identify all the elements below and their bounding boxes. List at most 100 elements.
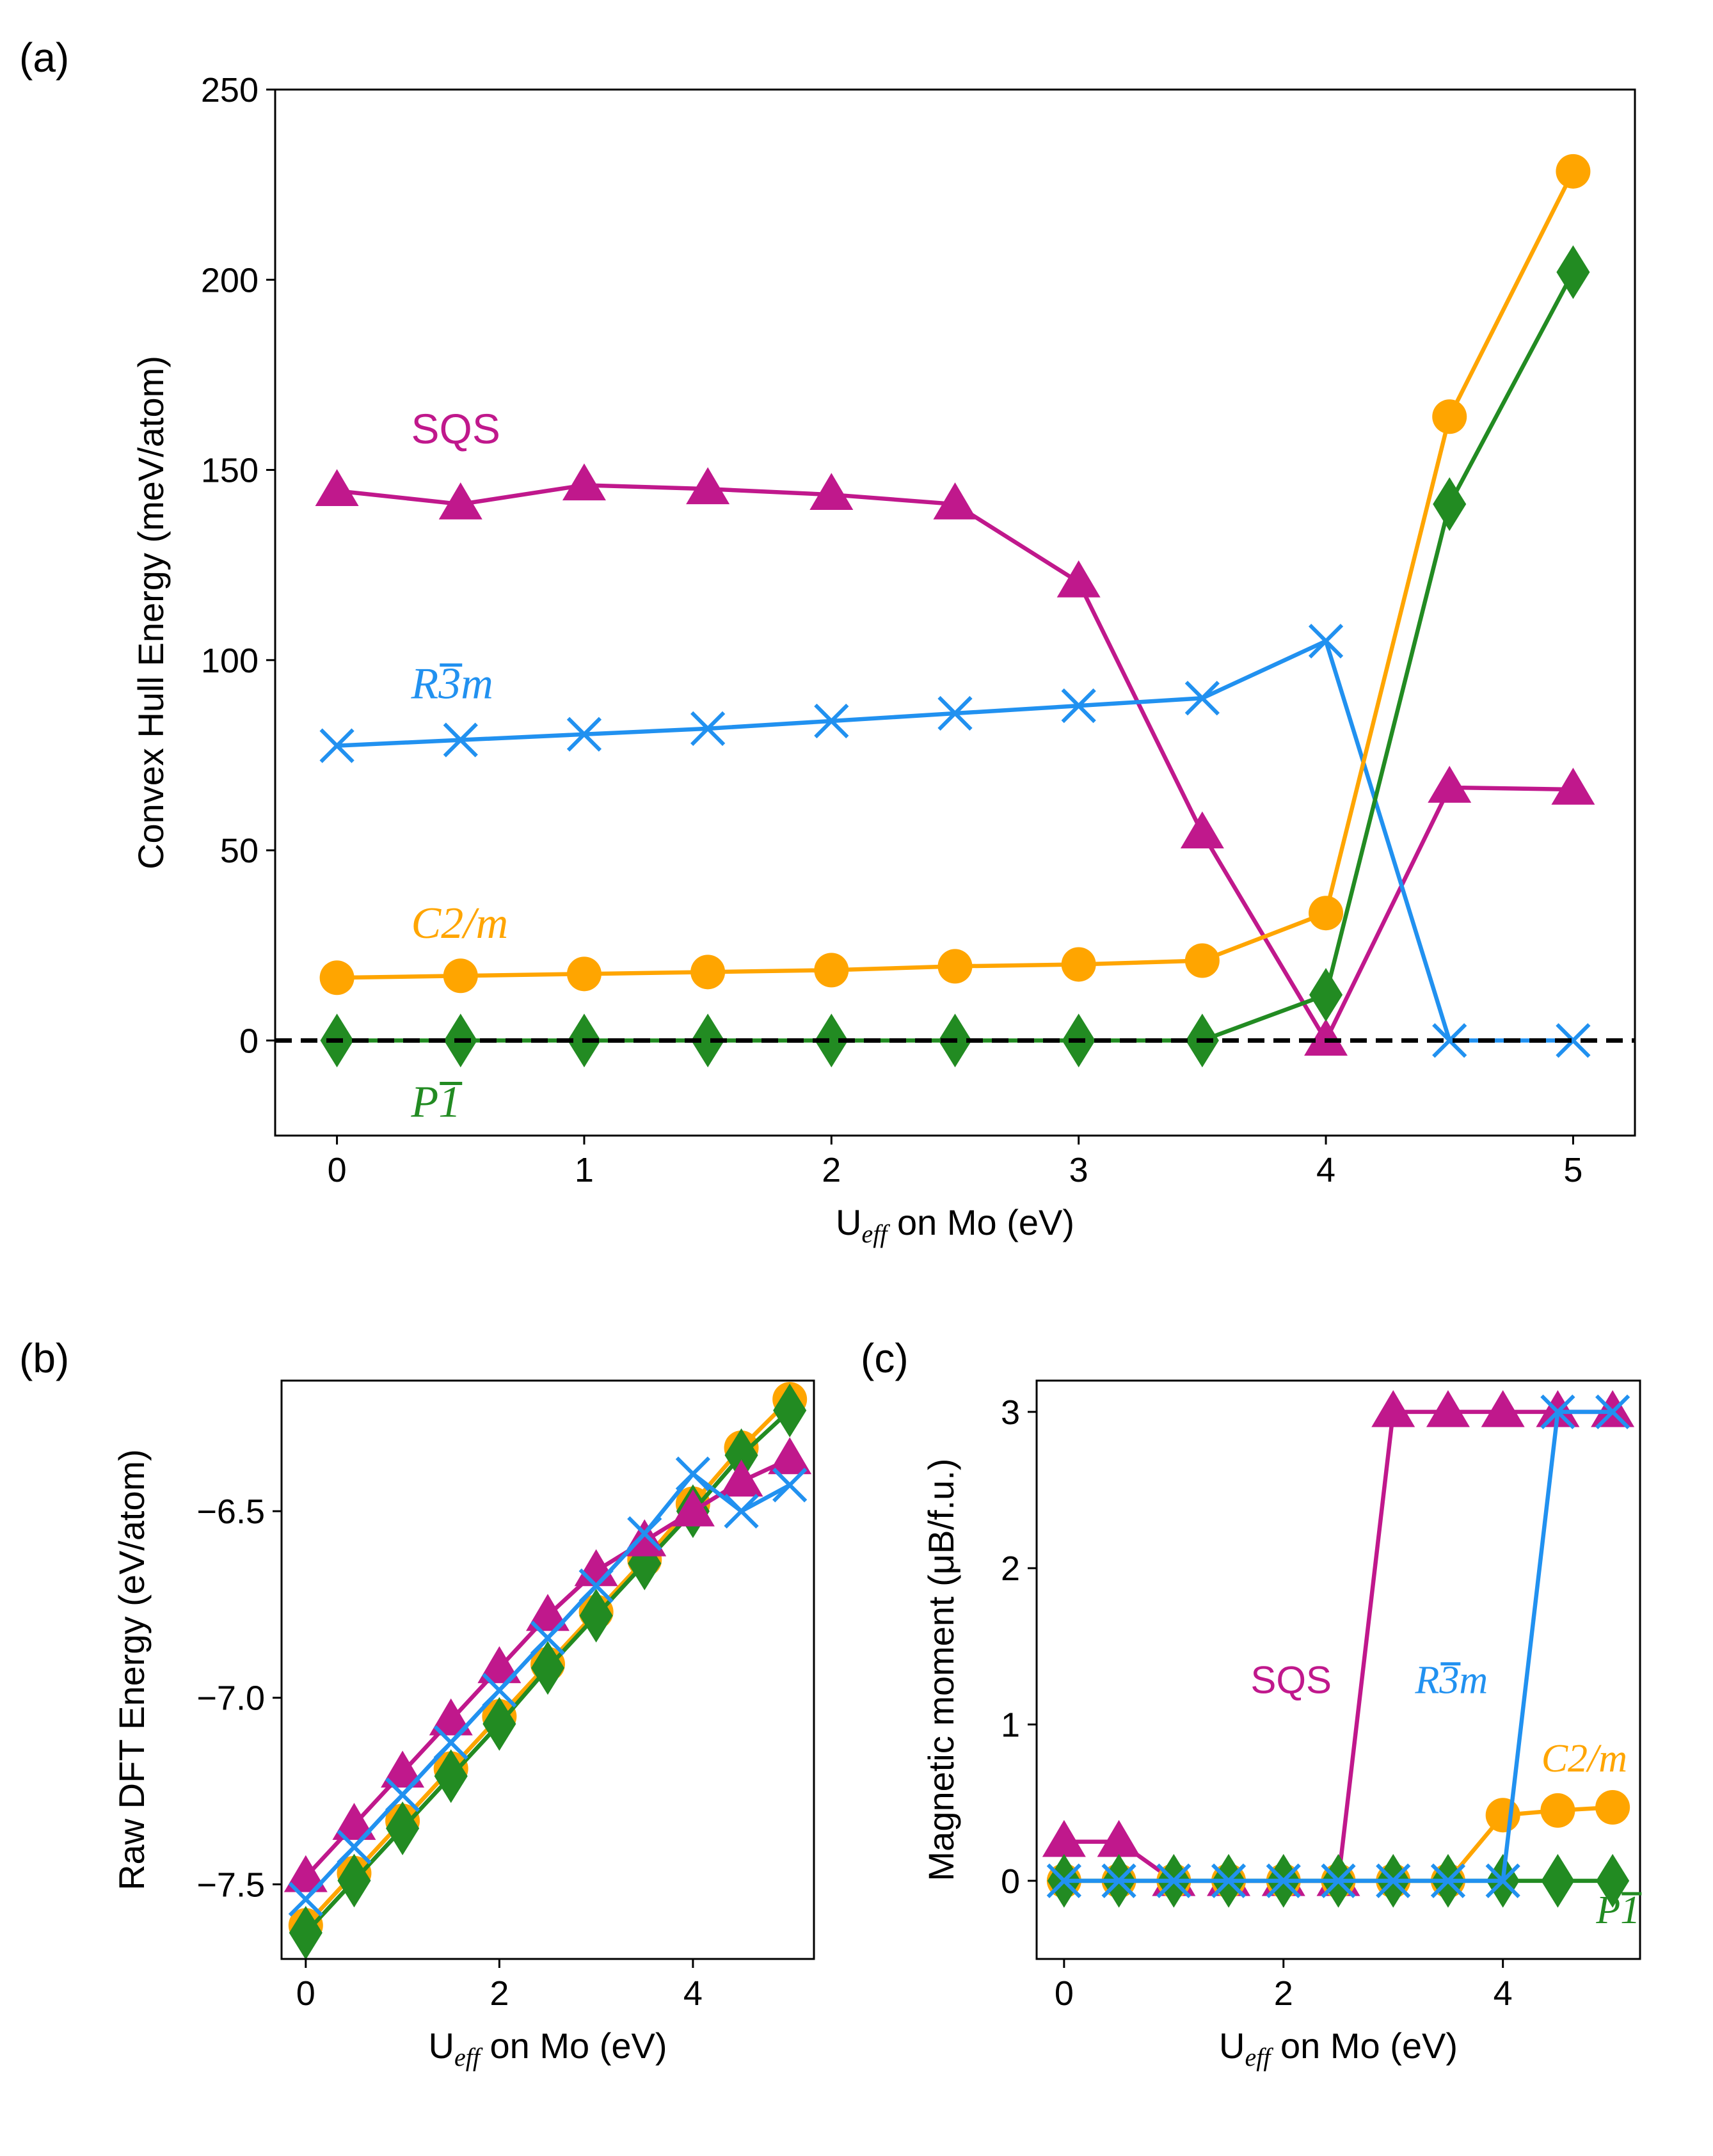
panel-b: (b) 0 2 4 −7.5 −7.0 −6.5 Ueff on Mo (eV) Raw DFT… [19, 1335, 815, 2072]
data-point-P1 [1541, 1853, 1575, 1908]
data-point-C2m [319, 960, 355, 995]
data-point-R3m [1184, 681, 1220, 716]
data-point-R3m [1211, 1863, 1247, 1898]
data-point-C2m [1309, 896, 1344, 931]
data-point-R3m [1156, 1863, 1191, 1898]
series-label-C2m: C2/m [1542, 1737, 1627, 1780]
data-point-R3m [288, 1882, 323, 1917]
data-point-R3m [1321, 1863, 1356, 1898]
data-point-C2m [443, 958, 478, 994]
data-point-C2m [690, 955, 726, 990]
y-axis-label: Convex Hull Energy (meV/atom) [131, 356, 171, 869]
data-point-R3m [1101, 1863, 1136, 1898]
data-point-R3m [443, 722, 478, 757]
data-point-R3m [1308, 623, 1344, 659]
data-point-SQS [1591, 1390, 1635, 1427]
x-tick-label: 4 [683, 1974, 703, 2013]
data-point-SQS [1536, 1390, 1580, 1427]
data-point-R3m [690, 711, 726, 746]
data-point-P1 [691, 1013, 725, 1068]
data-point-R3m [1266, 1863, 1301, 1898]
data-point-C2m [1556, 154, 1591, 189]
data-point-SQS [719, 1459, 763, 1497]
data-point-SQS [768, 1437, 812, 1475]
x-tick-label: 3 [1069, 1151, 1088, 1189]
axes-frame [1035, 1379, 1641, 1960]
plot-area [1042, 1390, 1635, 1908]
data-point-SQS [332, 1803, 376, 1840]
data-point-SQS [526, 1594, 570, 1631]
data-point-SQS [1426, 1390, 1470, 1427]
data-point-R3m [578, 1568, 614, 1603]
y-tick-label: −6.5 [196, 1493, 265, 1531]
x-tick-label: 2 [822, 1151, 841, 1189]
data-point-C2m [1540, 1793, 1575, 1828]
series-R3m [1046, 1394, 1630, 1898]
plot-area [275, 154, 1635, 1068]
plot-area [283, 1382, 812, 1959]
data-point-SQS [381, 1750, 425, 1788]
data-point-R3m [675, 1456, 711, 1491]
series-label-SQS: SQS [411, 405, 500, 452]
data-point-P1 [1596, 1853, 1630, 1908]
data-point-P1 [1433, 477, 1467, 532]
data-point-P1 [530, 1641, 565, 1695]
series-label-R3m: R3m [1415, 1659, 1488, 1702]
x-tick-label: 2 [490, 1974, 509, 2013]
series-label-R3m: R3m [411, 659, 493, 708]
data-point-C2m [1432, 399, 1467, 434]
data-point-R3m [937, 695, 973, 731]
data-point-R3m [1376, 1863, 1411, 1898]
x-axis-label: Ueff on Mo (eV) [1219, 2025, 1458, 2072]
data-point-SQS [1097, 1819, 1141, 1857]
data-point-C2m [566, 956, 602, 992]
y-tick-label: −7.0 [196, 1679, 265, 1718]
data-point-R3m [1432, 1023, 1467, 1058]
data-point-C2m [814, 953, 849, 988]
series-SQS [315, 463, 1595, 1056]
data-point-SQS [1481, 1390, 1525, 1427]
data-point-P1 [482, 1697, 516, 1751]
y-tick-label: 200 [201, 261, 259, 299]
data-point-R3m [1485, 1863, 1520, 1898]
series-label-P1: P1 [411, 1077, 461, 1127]
x-tick-label: 4 [1316, 1151, 1335, 1189]
data-point-P1 [815, 1013, 849, 1068]
y-axis-label: Magnetic moment (μB/f.u.) [921, 1459, 961, 1882]
data-point-P1 [724, 1428, 758, 1482]
series-P1 [320, 245, 1590, 1068]
data-point-SQS [1304, 1019, 1348, 1056]
series-line-C2m [337, 170, 1575, 980]
data-point-P1 [773, 1383, 807, 1438]
data-point-SQS [809, 473, 854, 510]
data-point-R3m [433, 1725, 468, 1760]
y-tick-label: −7.5 [196, 1866, 265, 1904]
data-point-R3m [724, 1494, 759, 1529]
y-tick-label: 0 [1001, 1862, 1020, 1901]
data-point-R3m [1430, 1863, 1466, 1898]
series-label-C2m: C2/m [411, 899, 509, 948]
data-point-SQS [1056, 560, 1101, 598]
y-tick-label: 1 [1001, 1706, 1020, 1745]
y-tick-label: 0 [239, 1022, 259, 1060]
x-tick-label: 1 [575, 1151, 594, 1189]
panel-label: (b) [19, 1335, 69, 1381]
x-tick-label: 2 [1274, 1974, 1293, 2013]
data-point-R3m [814, 703, 849, 739]
series-R3m [319, 623, 1591, 1058]
y-tick-label: 150 [201, 452, 259, 490]
x-tick-label: 5 [1563, 1151, 1582, 1189]
data-point-P1 [579, 1589, 613, 1643]
series-R3m [288, 1456, 808, 1917]
data-point-R3m [772, 1468, 808, 1503]
x-axis-label: Ueff on Mo (eV) [429, 2025, 667, 2072]
data-point-R3m [1540, 1394, 1575, 1429]
x-tick-label: 0 [328, 1151, 347, 1189]
data-point-R3m [1061, 688, 1096, 724]
y-tick-label: 250 [201, 71, 259, 109]
series-SQS [283, 1437, 812, 1892]
data-point-SQS [438, 482, 482, 519]
y-tick-label: 50 [220, 832, 259, 870]
axes-frame [274, 88, 1636, 1137]
